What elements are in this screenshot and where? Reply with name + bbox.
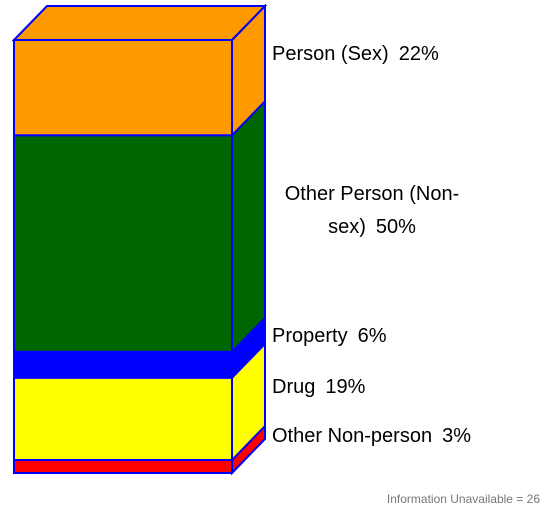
value-label: 22% — [398, 43, 439, 65]
value-label: 3% — [442, 425, 471, 447]
bar-segment — [13, 459, 233, 475]
series-name: Person (Sex) — [272, 43, 389, 65]
series-label: Other Non-person 3% — [272, 420, 471, 453]
bar-segment — [13, 39, 233, 137]
value-label: 6% — [357, 325, 387, 347]
bar-top — [11, 5, 268, 41]
series-label: Other Person (Non-sex) 50% — [272, 178, 472, 244]
series-label: Drug 19% — [272, 371, 365, 404]
bar-segment — [13, 376, 233, 462]
series-label: Person (Sex) 22% — [272, 38, 439, 71]
series-name: Other Person (Non-sex) — [284, 183, 460, 238]
series-name: Drug — [272, 376, 316, 398]
bar-segment — [13, 350, 233, 379]
series-name: Other Non-person — [272, 425, 433, 447]
value-label: 50% — [375, 216, 416, 238]
bar-segment — [13, 134, 233, 353]
bar-side — [231, 98, 266, 355]
series-label: Property 6% — [272, 320, 387, 353]
value-label: 19% — [325, 376, 366, 398]
series-name: Property — [272, 325, 348, 347]
note: Information Unavailable = 26 — [386, 492, 540, 506]
